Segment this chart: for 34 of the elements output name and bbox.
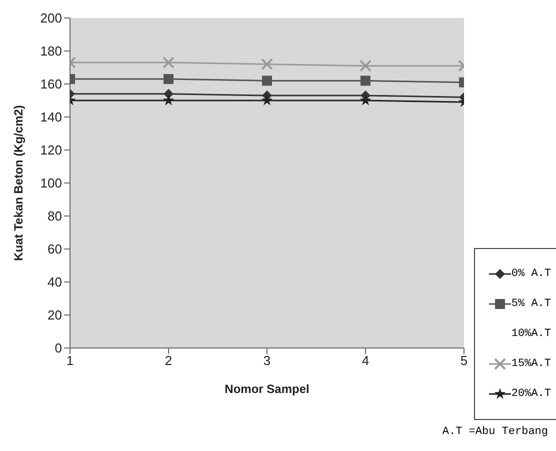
point [360, 76, 370, 86]
y-tick-label: 140 [40, 110, 62, 125]
x-axis-title: Nomor Sampel [224, 382, 310, 396]
point [261, 58, 273, 70]
y-tick-label: 120 [40, 142, 62, 158]
x-tick-label: 5 [460, 353, 468, 368]
point [262, 76, 272, 86]
point [360, 94, 372, 106]
y-axis-title: Kuat Tekan Beton (Kg/cm2) [11, 105, 26, 261]
text: A.T =Abu Terbang [442, 426, 548, 438]
point [164, 88, 174, 99]
text: 10%A.T [511, 328, 551, 340]
y-tick-label: 60 [48, 242, 62, 257]
point [164, 74, 174, 84]
y-tick-label: 0 [54, 340, 62, 356]
y-tick-label: 40 [48, 274, 62, 290]
legend-label: 20%A.T [511, 388, 551, 400]
point [360, 60, 372, 72]
y-tick-label: 80 [48, 208, 62, 224]
x-tick-label: 3 [263, 353, 271, 368]
x-tick-label: 4 [362, 353, 370, 368]
legend-label: 15%A.T [511, 358, 551, 370]
y-tick-label: 160 [40, 76, 62, 92]
point [162, 94, 174, 106]
legend-label: 0% A.T [511, 268, 551, 280]
point [162, 56, 174, 69]
y-tick-label: 200 [40, 10, 62, 26]
y-tick-label: 100 [40, 176, 62, 191]
legend-label: 5% A.T [511, 298, 551, 310]
x-tick-label: 2 [164, 353, 172, 368]
x-tick-label: 1 [66, 353, 74, 368]
point [261, 94, 273, 106]
y-tick-label: 180 [40, 44, 62, 59]
y-tick-label: 20 [48, 308, 62, 323]
